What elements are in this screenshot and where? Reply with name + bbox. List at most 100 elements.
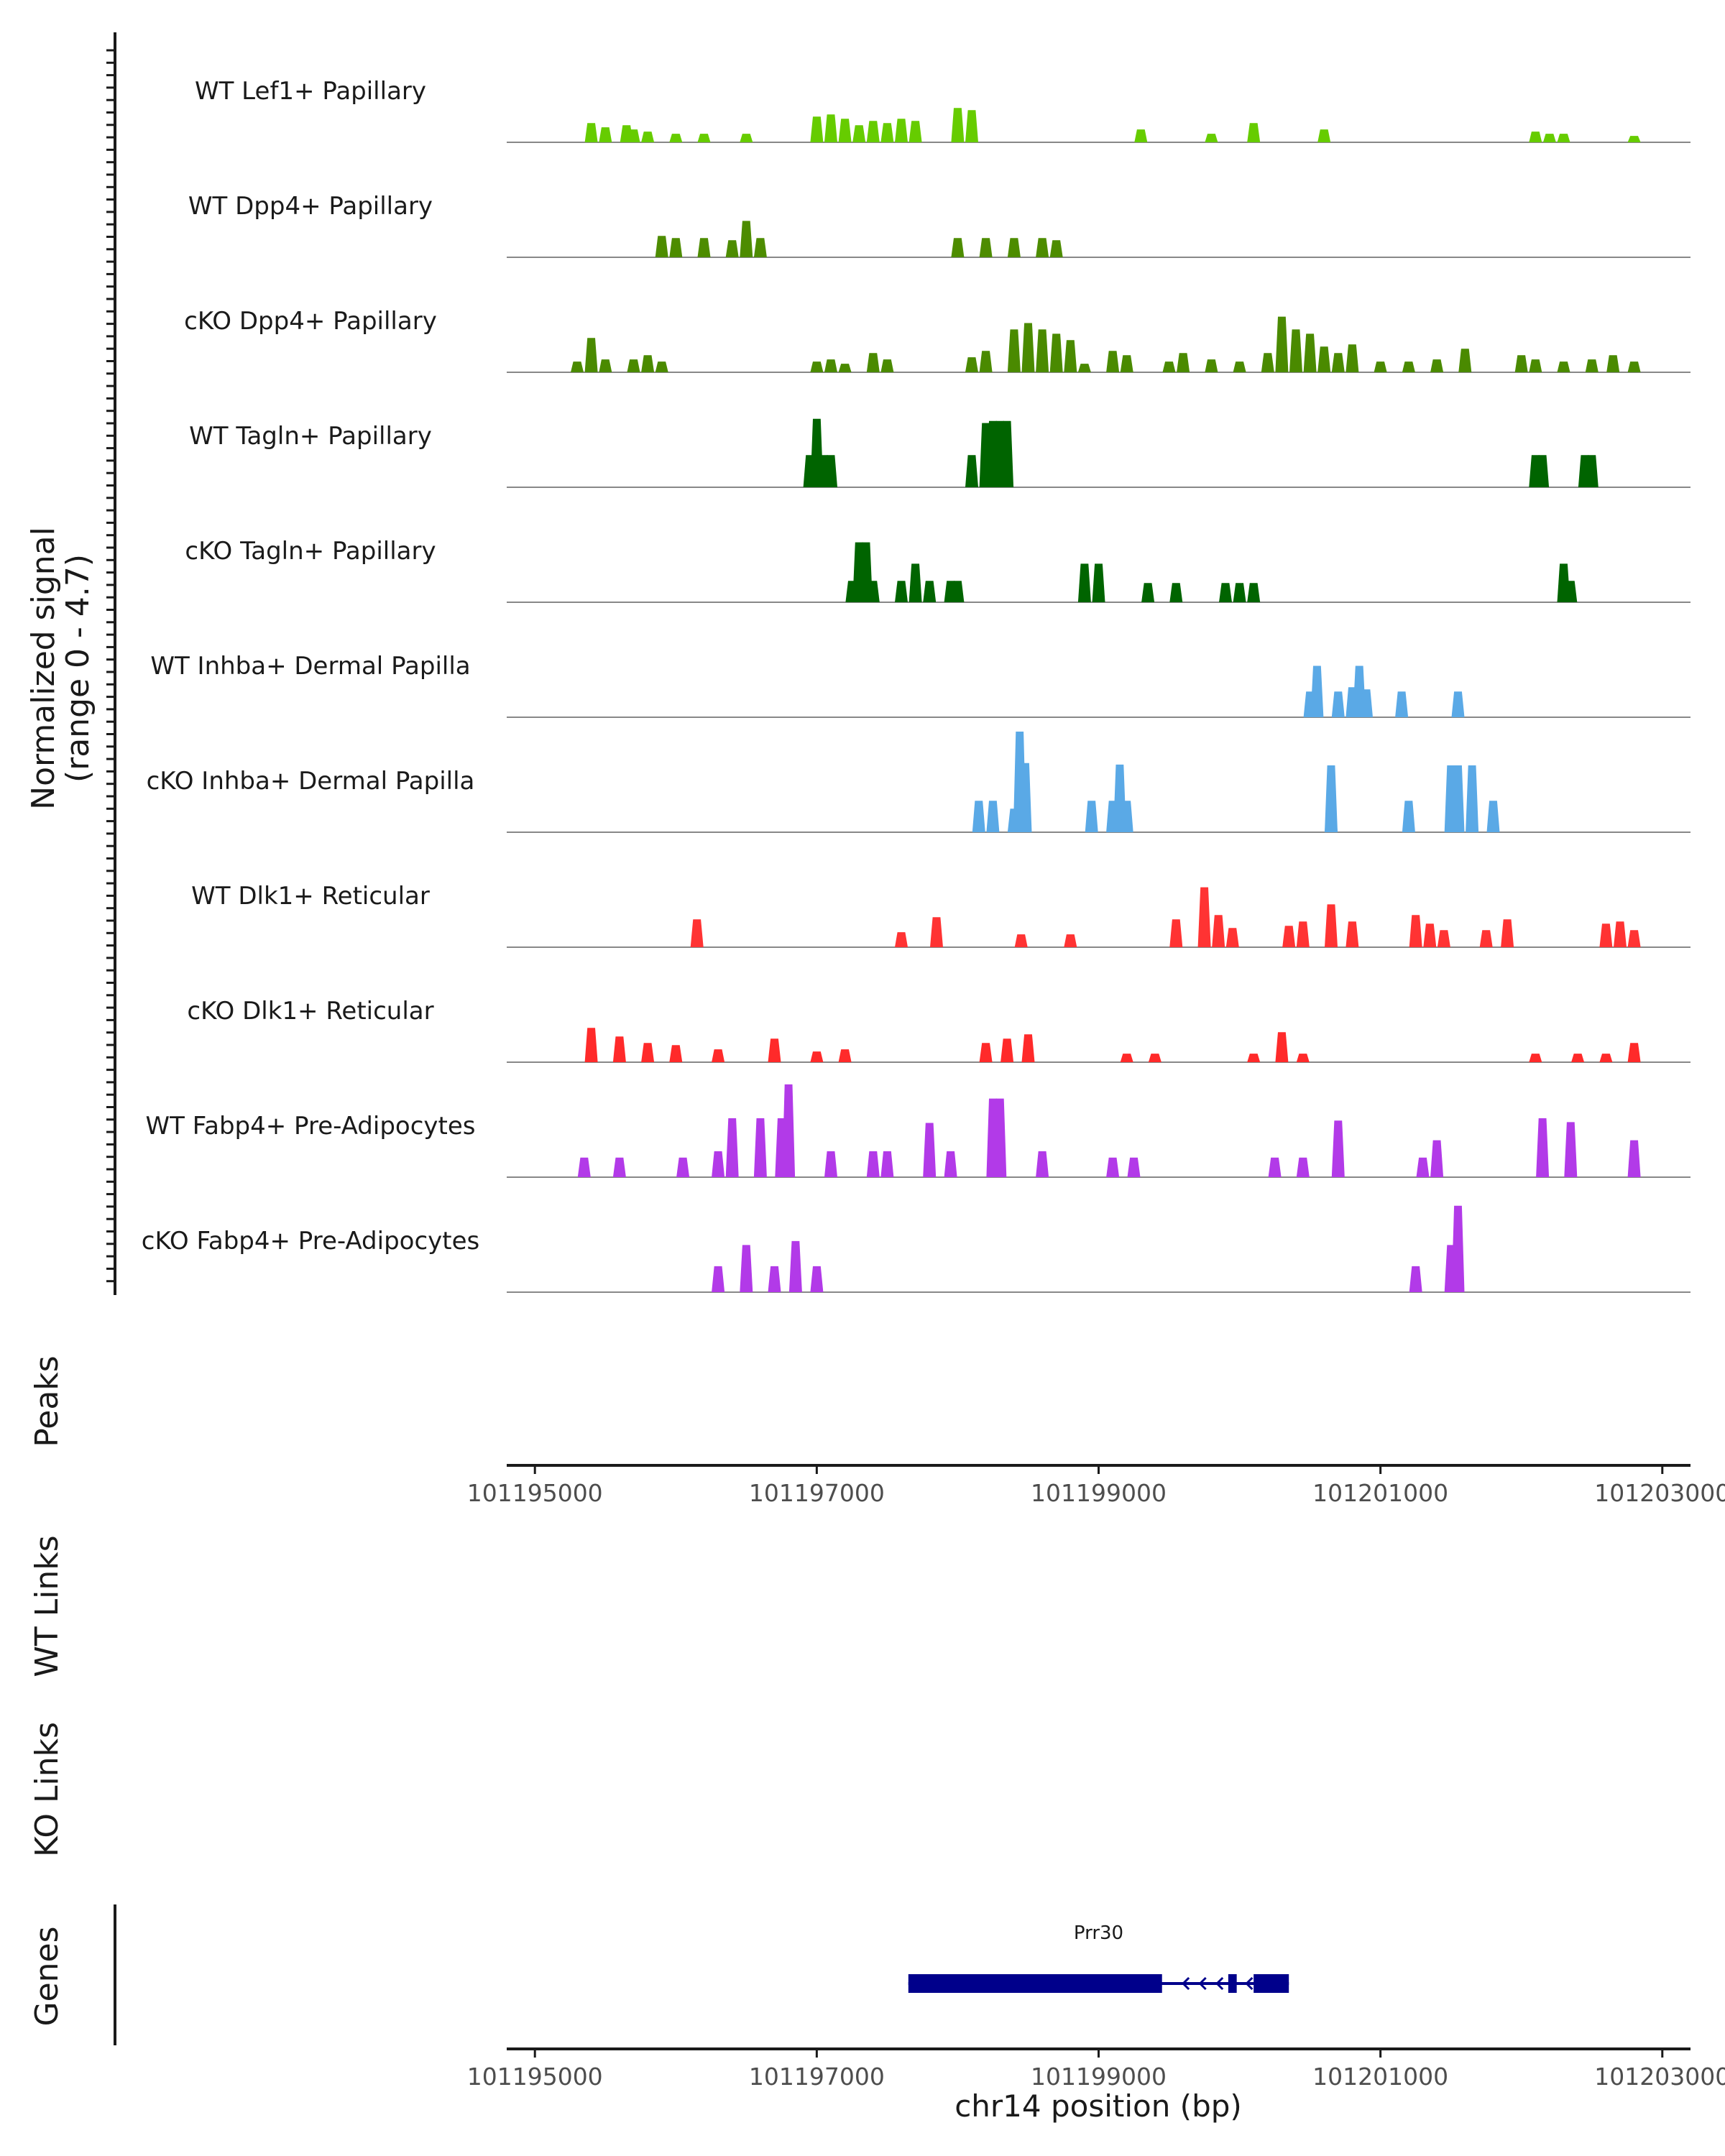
- peaks-x-axis: 101195000 101197000 101199000 101201000 1012…: [467, 1465, 1725, 1507]
- coverage-peak: [1409, 915, 1422, 947]
- coverage-peak: [1134, 129, 1148, 142]
- coverage-peak: [1219, 583, 1232, 602]
- coverage-peak: [1331, 353, 1345, 372]
- coverage-peak: [1064, 340, 1077, 372]
- coverage-peak: [1162, 361, 1176, 372]
- coverage-peak: [810, 116, 824, 142]
- coverage-peak: [1197, 887, 1211, 947]
- coverage-peak: [895, 932, 908, 947]
- wt-links-panel-title: WT Links: [29, 1535, 65, 1677]
- coverage-peak: [1360, 689, 1373, 717]
- coverage-peak: [1120, 355, 1133, 372]
- coverage-peak: [1205, 359, 1218, 372]
- coverage-peak: [1585, 455, 1598, 487]
- coverage-peak: [1331, 1120, 1345, 1177]
- coverage-peak: [571, 361, 584, 372]
- coverage-peak: [782, 1084, 796, 1177]
- coverage-peak: [1036, 329, 1049, 372]
- gene-exon: [1254, 1974, 1289, 1993]
- y-axis-title-line2: (range 0 - 4.7): [60, 554, 96, 783]
- coverage-peak: [1430, 359, 1444, 372]
- gene-track: Prr30: [908, 1922, 1289, 1993]
- x-tick-label: 101195000: [467, 1479, 603, 1507]
- coverage-peak: [1007, 329, 1021, 372]
- coverage-peak: [923, 581, 937, 602]
- coverage-peak: [986, 801, 1000, 832]
- strand-arrow: [1182, 1976, 1190, 1991]
- track-label: WT Fabp4+ Pre-Adipocytes: [146, 1112, 476, 1141]
- coverage-peak: [1268, 1157, 1282, 1177]
- coverage-peak: [753, 238, 767, 257]
- coverage-peak: [1430, 1140, 1444, 1177]
- coverage-peak: [1437, 930, 1450, 947]
- coverage-peak: [866, 121, 880, 142]
- coverage-peak: [712, 1049, 725, 1062]
- coverage-peak: [824, 114, 837, 142]
- wt-links-label: WT Links: [29, 1535, 65, 1677]
- coverage-peak: [676, 1157, 690, 1177]
- x-tick-label: 101203000: [1594, 1479, 1725, 1507]
- coverage-peak: [838, 364, 852, 372]
- gene-exon: [1228, 1974, 1237, 1993]
- track-label: cKO Inhba+ Dermal Papilla: [147, 767, 475, 796]
- coverage-peak: [612, 1157, 626, 1177]
- track-cko-tagln-papillary: cKO Tagln+ Papillary: [185, 537, 1690, 603]
- coverage-peak: [1077, 364, 1091, 372]
- coverage-peak: [1486, 801, 1500, 832]
- coverage-peak: [1614, 921, 1627, 947]
- coverage-peak: [1007, 238, 1021, 257]
- coverage-peak: [1049, 240, 1063, 257]
- genes-x-axis: 101195000 101197000 101199000 101201000 1012…: [467, 2049, 1725, 2091]
- coverage-peak: [1325, 801, 1338, 832]
- track-cko-fabp4-pre-adipocytes: cKO Fabp4+ Pre-Adipocytes: [142, 1205, 1690, 1293]
- coverage-peak: [824, 1151, 837, 1177]
- coverage-peak: [993, 1098, 1007, 1177]
- coverage-peak: [1296, 1054, 1310, 1062]
- coverage-peak: [1000, 1038, 1014, 1062]
- coverage-peak: [599, 127, 612, 142]
- coverage-peak: [1529, 1054, 1542, 1062]
- coverage-peak: [1120, 1054, 1133, 1062]
- x-axis-title: chr14 position (bp): [954, 2088, 1242, 2124]
- coverage-peak: [753, 1118, 767, 1177]
- track-wt-tagln-papillary: WT Tagln+ Papillary: [189, 418, 1690, 488]
- track-wt-inhba-dermal-papilla: WT Inhba+ Dermal Papilla: [150, 652, 1690, 718]
- coverage-peak: [1120, 801, 1133, 832]
- y-axis-ticks: [106, 49, 115, 1283]
- coverage-peak: [1014, 934, 1028, 947]
- coverage-peak: [1557, 134, 1570, 142]
- coverage-peak: [740, 134, 753, 142]
- coverage-peak: [627, 359, 640, 372]
- coverage-peak: [979, 351, 993, 372]
- coverage-peak: [1261, 353, 1274, 372]
- track-wt-dlk1-reticular: WT Dlk1+ Reticular: [191, 882, 1690, 948]
- coverage-peak: [1451, 691, 1465, 717]
- coverage-peak: [641, 1043, 655, 1062]
- coverage-peak: [1423, 923, 1437, 947]
- coverage-peak: [740, 221, 753, 257]
- coverage-peak: [1049, 333, 1063, 372]
- coverage-peak: [1106, 1157, 1120, 1177]
- coverage-peak: [1077, 563, 1091, 602]
- coverage-peak: [1627, 136, 1641, 142]
- track-wt-dpp4-papillary: WT Dpp4+ Papillary: [188, 192, 1690, 258]
- coverage-peak: [1289, 329, 1302, 372]
- coverage-peak: [838, 119, 852, 142]
- y-axis-title: Normalized signal (range 0 - 4.7): [25, 527, 96, 810]
- coverage-peak: [599, 359, 612, 372]
- coverage-peak: [1296, 1157, 1310, 1177]
- coverage-peak: [740, 1245, 753, 1292]
- coverage-peak: [641, 132, 655, 142]
- x-tick-label: 101201000: [1312, 1479, 1448, 1507]
- coverage-peak: [725, 240, 739, 257]
- track-wt-fabp4-pre-adipocytes: WT Fabp4+ Pre-Adipocytes: [146, 1084, 1690, 1178]
- coverage-peak: [852, 125, 866, 142]
- coverage-peak: [1599, 923, 1613, 947]
- strand-arrow: [1245, 1976, 1254, 1991]
- strand-arrow: [1215, 1976, 1224, 1991]
- coverage-peak: [1409, 1266, 1422, 1292]
- coverage-peak: [697, 238, 711, 257]
- coverage-peak: [1416, 1157, 1430, 1177]
- coverage-peak: [951, 108, 965, 142]
